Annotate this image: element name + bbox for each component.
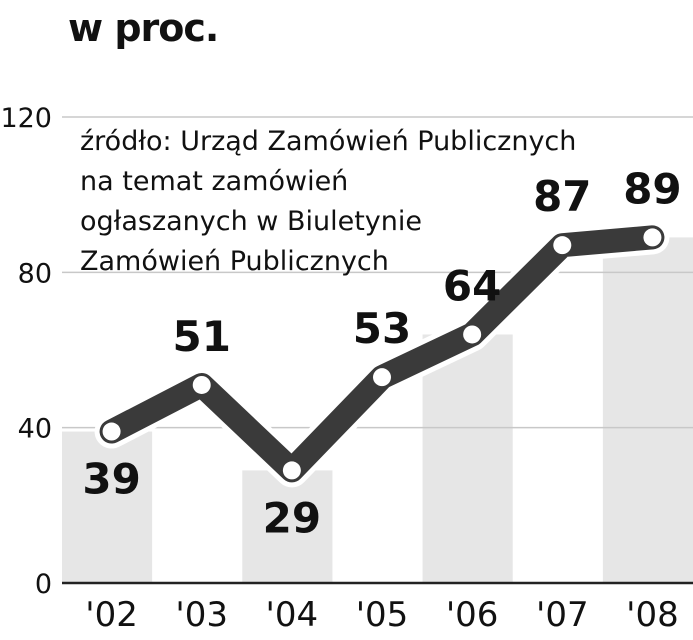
data-label: 39 [82, 455, 140, 504]
data-label: 89 [623, 164, 681, 213]
data-label: 53 [353, 304, 411, 353]
data-point [373, 368, 392, 387]
x-tick-label: '03 [175, 595, 228, 635]
source-line: Zamówień Publicznych [80, 246, 389, 277]
data-label: 29 [263, 493, 321, 542]
source-line: ogłaszanych w Biuletynie [80, 206, 422, 237]
x-tick-label: '04 [266, 595, 319, 635]
data-point [102, 422, 121, 441]
data-points [102, 228, 662, 480]
y-axis-ticks: 0 40 80 120 [0, 103, 52, 600]
unit-label: w proc. [68, 6, 219, 50]
data-label: 64 [443, 261, 501, 310]
background-band [422, 334, 513, 583]
x-axis-ticks: '02 '03 '04 '05 '06 '07 '08 [85, 595, 678, 635]
y-tick-label: 0 [35, 569, 52, 600]
source-note: źródło: Urząd Zamówień Publicznych na te… [80, 122, 620, 282]
x-tick-label: '08 [626, 595, 679, 635]
gridlines [62, 116, 693, 585]
y-tick-label: 80 [18, 258, 52, 289]
data-label: 87 [533, 172, 591, 221]
y-tick-label: 120 [0, 103, 52, 134]
data-labels: 39 51 29 53 64 87 89 [82, 164, 681, 542]
data-point [553, 236, 572, 255]
source-line: źródło: Urząd Zamówień Publicznych [80, 126, 577, 157]
source-line: na temat zamówień [80, 166, 349, 197]
x-tick-label: '05 [356, 595, 409, 635]
background-band [602, 237, 693, 583]
data-point [192, 375, 211, 394]
data-point [463, 325, 482, 344]
data-point [643, 228, 662, 247]
background-bands [62, 237, 693, 583]
data-label: 51 [172, 312, 230, 361]
x-tick-label: '02 [85, 595, 138, 635]
y-tick-label: 40 [18, 414, 52, 445]
x-tick-label: '07 [536, 595, 589, 635]
x-tick-label: '06 [446, 595, 499, 635]
background-band [242, 470, 333, 583]
data-point [282, 461, 301, 480]
background-band [62, 431, 153, 583]
